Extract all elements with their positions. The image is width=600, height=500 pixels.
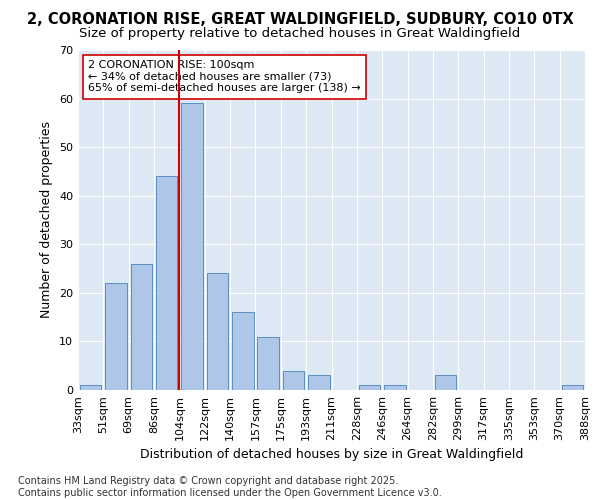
Bar: [283, 370, 304, 390]
Text: 2, CORONATION RISE, GREAT WALDINGFIELD, SUDBURY, CO10 0TX: 2, CORONATION RISE, GREAT WALDINGFIELD, …: [26, 12, 574, 28]
Bar: [206, 274, 228, 390]
Bar: [257, 336, 279, 390]
Bar: [232, 312, 254, 390]
Bar: [359, 385, 380, 390]
Bar: [80, 385, 101, 390]
Text: Contains HM Land Registry data © Crown copyright and database right 2025.
Contai: Contains HM Land Registry data © Crown c…: [18, 476, 442, 498]
Bar: [131, 264, 152, 390]
Bar: [156, 176, 178, 390]
Y-axis label: Number of detached properties: Number of detached properties: [40, 122, 53, 318]
Bar: [435, 376, 457, 390]
Bar: [181, 104, 203, 390]
Bar: [308, 376, 329, 390]
Text: Size of property relative to detached houses in Great Waldingfield: Size of property relative to detached ho…: [79, 28, 521, 40]
X-axis label: Distribution of detached houses by size in Great Waldingfield: Distribution of detached houses by size …: [140, 448, 523, 462]
Text: 2 CORONATION RISE: 100sqm
← 34% of detached houses are smaller (73)
65% of semi-: 2 CORONATION RISE: 100sqm ← 34% of detac…: [88, 60, 361, 94]
Bar: [562, 385, 583, 390]
Bar: [384, 385, 406, 390]
Bar: [105, 283, 127, 390]
